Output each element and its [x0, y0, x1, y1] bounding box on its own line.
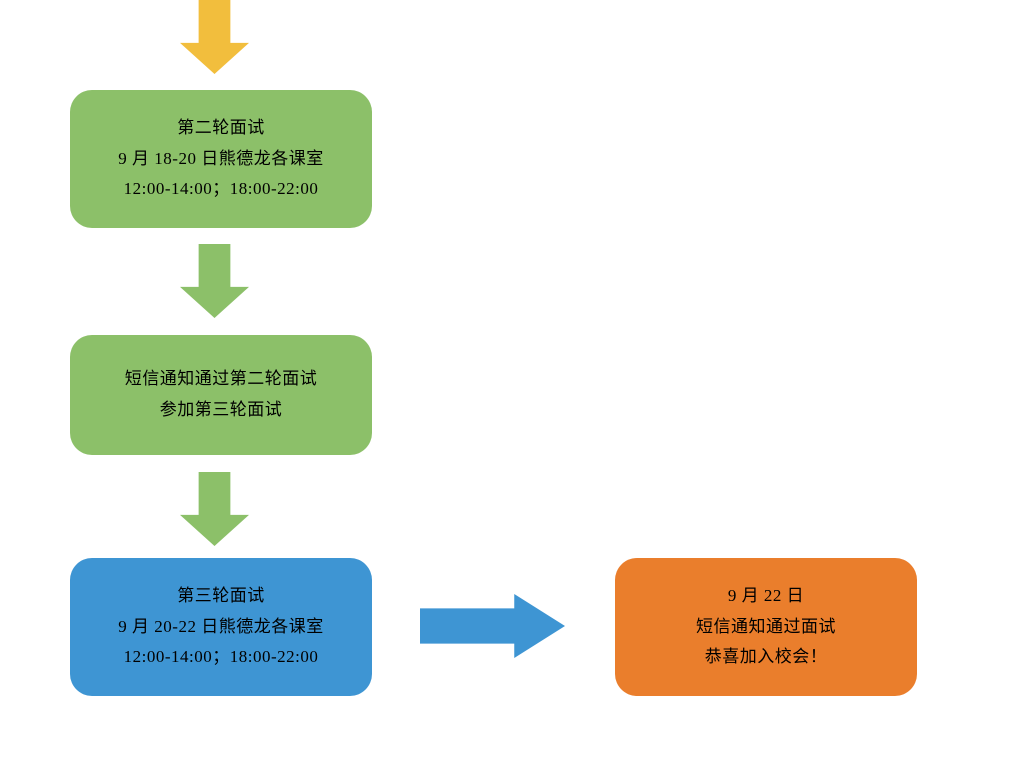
arrow-down-mid2 — [180, 472, 249, 546]
node-line: 9 月 18-20 日熊德龙各课室 — [118, 144, 323, 175]
node-line: 12:00-14:00；18:00-22:00 — [124, 642, 319, 673]
node-line: 9 月 20-22 日熊德龙各课室 — [118, 612, 323, 643]
node-line: 参加第三轮面试 — [160, 395, 283, 426]
node-line: 12:00-14:00；18:00-22:00 — [124, 174, 319, 205]
node-congrats: 9 月 22 日 短信通知通过面试 恭喜加入校会！ — [615, 558, 917, 696]
node-second-interview: 第二轮面试 9 月 18-20 日熊德龙各课室 12:00-14:00；18:0… — [70, 90, 372, 228]
node-sms-notify-round2: 短信通知通过第二轮面试 参加第三轮面试 — [70, 335, 372, 455]
arrow-down-top — [180, 0, 249, 74]
node-line: 恭喜加入校会！ — [705, 642, 828, 673]
node-line: 短信通知通过第二轮面试 — [125, 364, 318, 395]
node-line: 短信通知通过面试 — [696, 612, 836, 643]
node-line: 第二轮面试 — [177, 113, 265, 144]
arrow-down-mid1 — [180, 244, 249, 318]
node-line: 第三轮面试 — [177, 581, 265, 612]
node-third-interview: 第三轮面试 9 月 20-22 日熊德龙各课室 12:00-14:00；18:0… — [70, 558, 372, 696]
arrow-right — [420, 594, 565, 658]
node-line: 9 月 22 日 — [728, 581, 804, 612]
